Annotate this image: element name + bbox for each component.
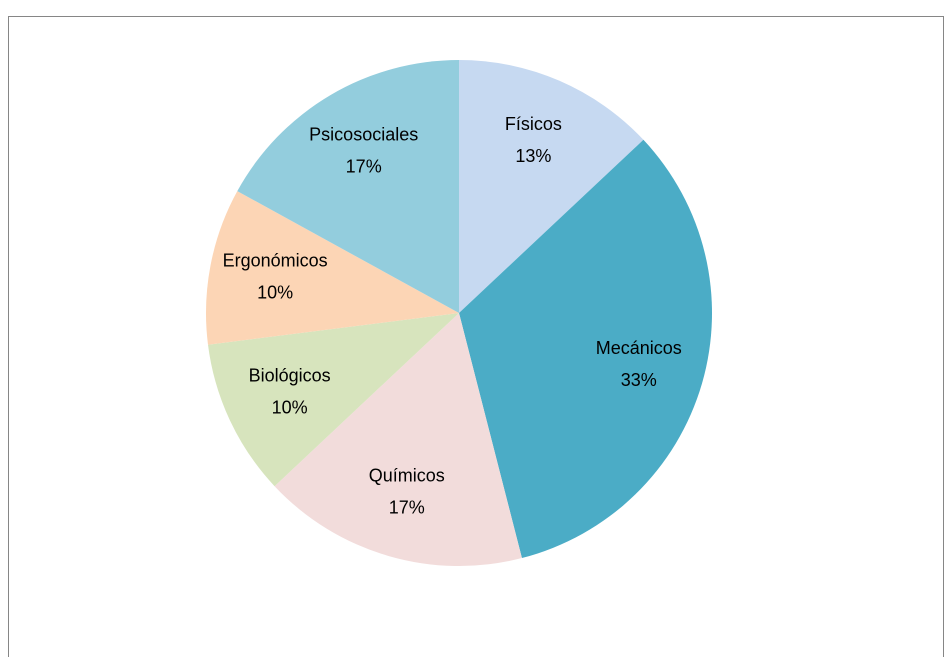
pie-slice <box>459 60 644 313</box>
pie-slice <box>274 313 522 566</box>
slice-label: Ergonómicos <box>223 251 328 271</box>
slice-value-label: 10% <box>257 283 293 303</box>
slice-label: Químicos <box>369 466 445 486</box>
slice-value-label: 33% <box>621 370 657 390</box>
slice-value-label: 10% <box>272 397 308 417</box>
pie-slice <box>207 313 459 487</box>
pie-slice <box>237 60 459 313</box>
slice-value-label: 17% <box>389 498 425 518</box>
slice-label: Mecánicos <box>596 338 682 358</box>
slice-value-label: 13% <box>515 146 551 166</box>
pie-slice <box>206 191 459 345</box>
slice-value-label: 17% <box>346 157 382 177</box>
slice-label: Físicos <box>505 114 562 134</box>
slice-label: Biológicos <box>249 365 331 385</box>
slice-label: Psicosociales <box>309 125 418 145</box>
pie-slice <box>459 139 713 559</box>
